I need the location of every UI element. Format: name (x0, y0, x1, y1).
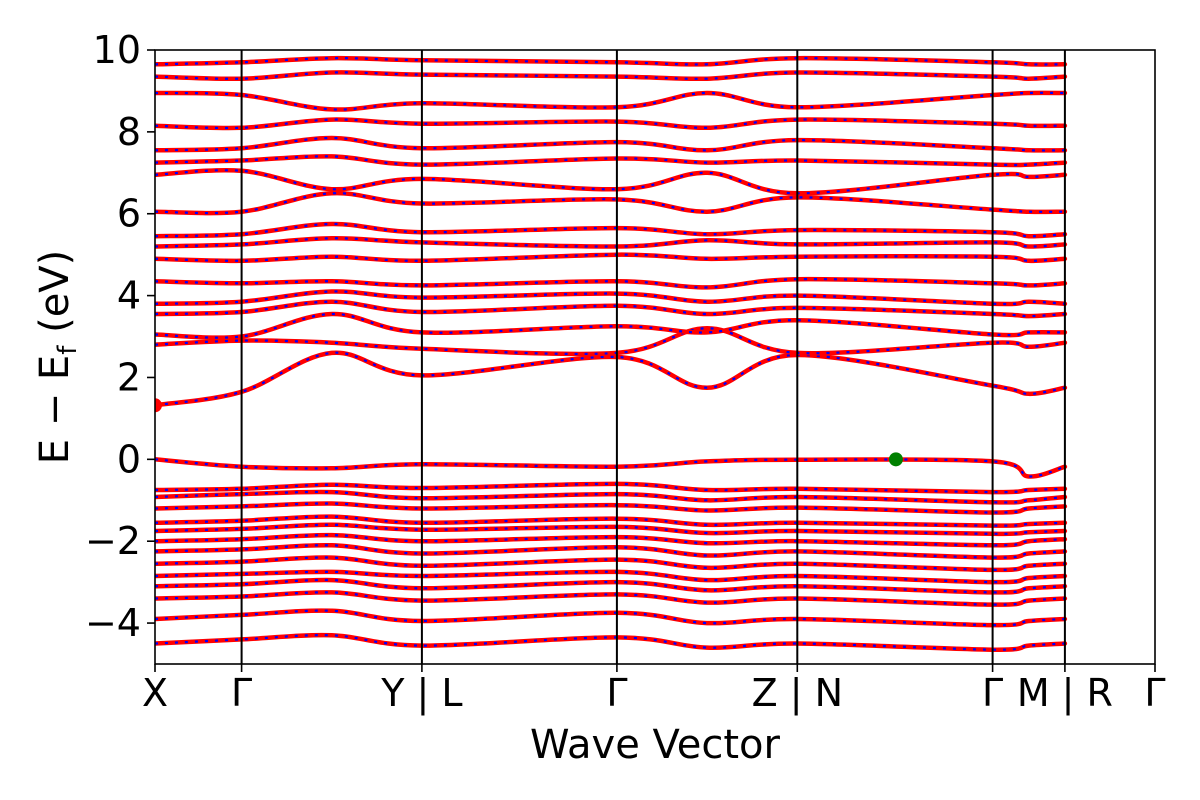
extrema-markers (155, 398, 903, 467)
band-line-spin-down (155, 351, 1066, 407)
x-tick-label: Γ (1144, 671, 1165, 715)
band-line-spin-up (155, 190, 1068, 216)
band-line-spin-down (155, 490, 1065, 504)
band-line-spin-up (155, 590, 1068, 607)
band-line-spin-down (155, 278, 1065, 289)
band-line-spin-up (155, 489, 1068, 505)
y-tick-label: 2 (117, 355, 141, 399)
x-axis-label: Wave Vector (530, 722, 781, 768)
plot-frame (154, 49, 1156, 665)
band-line-spin-up (155, 55, 1068, 67)
band-line-spin-down (155, 312, 1065, 339)
band-line-spin-down (155, 118, 1065, 130)
band-line-spin-up (155, 632, 1068, 652)
band-line-spin-down (155, 634, 1065, 651)
band-line-spin-down (155, 57, 1065, 66)
band-line-spin-down (155, 327, 1066, 356)
band-line-spin-down (155, 71, 1065, 80)
band-line-spin-down (155, 533, 1065, 547)
band-line-spin-up (155, 167, 1068, 196)
band-line-spin-up (155, 326, 1068, 357)
band-line-spin-down (155, 253, 1065, 262)
y-tick-label: 4 (117, 274, 141, 318)
bands-layer (155, 55, 1068, 652)
band-line-spin-down (155, 300, 1065, 318)
band-line-spin-up (155, 608, 1068, 628)
x-axis-ticks: X Γ Y | L Γ Z | N Γ M | R Γ (142, 664, 1166, 716)
band-line-spin-up (155, 70, 1068, 82)
band-line-spin-up (155, 90, 1068, 112)
x-tick-label: Γ (982, 671, 1003, 715)
y-axis-ticks: −4 −2 0 2 4 6 8 10 (85, 28, 155, 645)
x-tick-label: Y | L (380, 671, 462, 716)
band-line-spin-down (155, 237, 1065, 248)
y-tick-label: −2 (85, 519, 141, 563)
high-symmetry-lines (240, 50, 1066, 664)
band-line-spin-down (155, 458, 1066, 478)
band-line-spin-down (155, 136, 1065, 152)
band-line-spin-up (155, 350, 1068, 408)
band-line-spin-down (155, 290, 1065, 306)
y-axis-label-subscript: f (53, 345, 83, 355)
x-tick-label: X (142, 671, 168, 715)
band-line-spin-down (155, 515, 1065, 527)
y-axis-label-unit: (eV) (32, 250, 78, 346)
cbm-marker (155, 398, 162, 413)
band-line-spin-down (155, 91, 1065, 111)
band-line-spin-up (155, 276, 1068, 290)
band-line-spin-down (155, 544, 1065, 559)
band-line-spin-down (155, 502, 1065, 514)
x-tick-label: Z | N (752, 671, 843, 716)
band-line-spin-down (155, 192, 1065, 215)
band-line-spin-down (155, 578, 1065, 594)
band-line-spin-up (155, 289, 1068, 307)
band-line-spin-down (155, 609, 1065, 627)
band-line-spin-up (155, 154, 1068, 168)
band-line-spin-down (155, 556, 1065, 572)
band-line-spin-up (155, 501, 1068, 515)
band-line-spin-up (155, 299, 1068, 319)
y-tick-label: 0 (117, 437, 141, 481)
band-line-spin-up (155, 236, 1068, 249)
x-tick-label: Γ (231, 671, 252, 715)
y-tick-label: 10 (93, 28, 141, 72)
band-line-spin-up (155, 117, 1068, 131)
y-tick-label: 8 (117, 110, 141, 154)
band-line-spin-down (155, 523, 1065, 535)
band-line-spin-up (155, 221, 1068, 239)
band-line-spin-down (155, 222, 1065, 238)
band-line-spin-down (155, 482, 1065, 494)
y-tick-label: −4 (85, 601, 141, 645)
band-line-spin-up (155, 555, 1068, 573)
band-line-spin-down (155, 155, 1065, 167)
band-line-spin-down (155, 570, 1065, 584)
band-line-spin-up (155, 252, 1068, 264)
x-tick-label: Γ (606, 671, 627, 715)
band-line-spin-up (155, 135, 1068, 153)
band-line-spin-down (155, 591, 1065, 606)
y-axis-label-main: E − E (32, 355, 78, 465)
x-tick-label: M | R (1017, 671, 1113, 716)
band-line-spin-up (155, 532, 1068, 548)
y-axis-label: E − Ef (eV) (32, 250, 83, 465)
band-line-spin-up (155, 542, 1068, 560)
y-tick-label: 6 (117, 192, 141, 236)
vbm-marker (888, 452, 903, 467)
band-line-spin-up (155, 457, 1068, 479)
